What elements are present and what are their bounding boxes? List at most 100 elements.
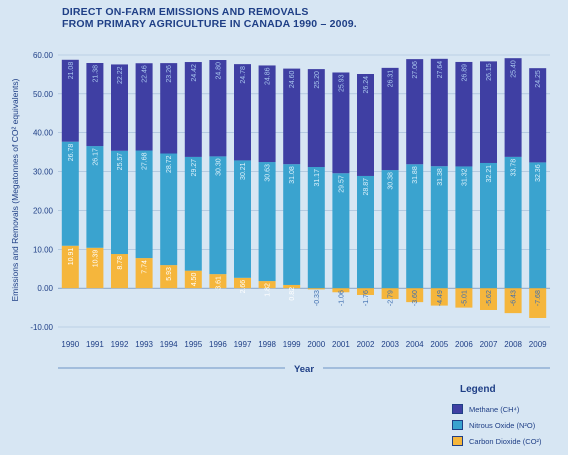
bar-n2o: [86, 146, 104, 248]
data-label-ch4: 26.31: [388, 70, 395, 88]
bar-n2o: [480, 162, 497, 289]
bar-co2: [160, 265, 178, 289]
data-label-ch4: 25.93: [338, 74, 345, 92]
x-axis-ticks: 1990 1991 1992 1993 1994 1995 1996 1997 1998 1999…: [61, 340, 547, 349]
legend-label: Nitrous Oxide (N²O): [469, 420, 536, 430]
data-label-ch4: 24.25: [535, 70, 542, 88]
legend-item: Carbon Dioxide (CO²): [452, 433, 542, 449]
data-label-ch4: 24.86: [265, 67, 272, 85]
data-label-n2o: 32.21: [486, 165, 493, 183]
bar-ch4: [258, 65, 276, 163]
chart-title-line-2: FROM PRIMARY AGRICULTURE IN CANADA 1990 …: [62, 18, 357, 30]
data-label-ch4: 24.78: [240, 66, 247, 84]
data-label-ch4: 27.64: [437, 61, 444, 79]
bar-n2o: [357, 175, 374, 289]
data-label-co2: -0.33: [314, 290, 321, 306]
bar-ch4: [184, 62, 202, 157]
bar-n2o: [283, 164, 301, 285]
x-tick-label: 1991: [86, 340, 104, 349]
y-tick-label: 50.00: [33, 90, 54, 99]
y-tick-label: 60.00: [33, 51, 54, 60]
data-label-co2: -4.49: [437, 290, 444, 306]
data-label-ch4: 26.89: [461, 64, 468, 82]
data-label-ch4: 24.42: [191, 64, 198, 82]
data-label-co2: -5.62: [486, 290, 493, 306]
data-label-n2o: 27.68: [142, 152, 149, 170]
data-label-n2o: 29.57: [338, 175, 345, 193]
bar-n2o: [61, 141, 79, 246]
data-label-ch4: 26.24: [363, 76, 370, 94]
legend-swatch: [452, 420, 463, 430]
x-tick-label: 2001: [332, 340, 350, 349]
chart-title-line-1: DIRECT ON-FARM EMISSIONS AND REMOVALS: [62, 6, 309, 18]
data-label-ch4: 27.06: [412, 61, 419, 79]
bar-n2o: [184, 156, 202, 271]
data-label-n2o: 26.78: [68, 144, 75, 162]
data-label-n2o: 30.21: [240, 162, 247, 180]
bar-ch4: [455, 61, 473, 167]
data-label-ch4: 22.22: [117, 66, 124, 84]
bar-co2: [406, 288, 424, 303]
bar-n2o: [504, 156, 522, 289]
bar-n2o: [135, 150, 153, 259]
bar-n2o: [455, 166, 473, 289]
bar-co2: [111, 254, 128, 289]
bar-co2: [184, 270, 202, 289]
data-label-n2o: 28.87: [363, 178, 370, 196]
data-label-co2: 7.74: [142, 260, 149, 274]
bar-co2: [283, 284, 301, 289]
data-label-ch4: 22.46: [142, 65, 149, 83]
data-label-n2o: 31.08: [289, 166, 296, 184]
data-label-ch4: 25.40: [511, 60, 518, 78]
x-tick-label: 1995: [184, 340, 202, 349]
legend-title: Legend: [460, 384, 496, 395]
bar-co2: [86, 247, 104, 289]
data-label-co2: -5.01: [461, 290, 468, 306]
bar-ch4: [406, 59, 424, 165]
data-label-co2: -1.06: [338, 290, 345, 306]
data-label-ch4: 24.60: [289, 71, 296, 89]
data-label-n2o: 26.17: [92, 148, 99, 166]
y-tick-label: 40.00: [33, 129, 54, 138]
data-label-ch4: 24.80: [215, 62, 222, 80]
bar-co2: [61, 245, 79, 289]
data-label-co2: 4.50: [191, 273, 198, 287]
x-tick-label: 2003: [381, 340, 399, 349]
x-tick-label: 2008: [504, 340, 522, 349]
bar-co2: [430, 288, 448, 306]
bar-ch4: [307, 69, 325, 168]
bar-ch4: [209, 60, 227, 157]
bar-n2o: [430, 166, 448, 289]
y-axis-ticks: -10.00 0.00 10.00 20.00 30.00 40.00 50.00 60.00: [30, 51, 53, 332]
x-tick-label: 2000: [307, 340, 325, 349]
x-tick-label: 2005: [430, 340, 448, 349]
data-label-ch4: 21.38: [92, 65, 99, 83]
bar-co2: [307, 288, 325, 290]
bar-ch4: [61, 59, 79, 142]
data-label-ch4: 26.15: [486, 63, 493, 81]
bar-n2o: [332, 173, 350, 289]
bar-ch4: [135, 63, 153, 151]
bar-ch4: [381, 67, 399, 171]
data-label-co2: -3.60: [412, 290, 419, 306]
gridlines: [58, 54, 550, 328]
bar-n2o: [258, 162, 276, 282]
x-tick-label: 1990: [61, 340, 79, 349]
bar-ch4: [357, 74, 374, 176]
bar-co2: [209, 274, 227, 289]
legend-item: Methane (CH⁴): [452, 401, 542, 417]
bar-ch4: [529, 68, 547, 163]
data-label-co2: 3.61: [215, 276, 222, 290]
bar-ch4: [332, 72, 350, 174]
data-label-n2o: 29.27: [191, 159, 198, 177]
legend: Legend Methane (CH⁴) Nitrous Oxide (N²O) C…: [422, 384, 542, 449]
y-axis-label: Emissions and Removals (Megatonnes of CO…: [10, 78, 20, 301]
data-label-n2o: 31.17: [314, 169, 321, 187]
data-label-co2: 10.39: [92, 250, 99, 268]
data-label-co2: 5.93: [166, 267, 173, 281]
data-label-co2: -6.43: [511, 290, 518, 306]
bar-n2o: [234, 160, 251, 278]
bar-n2o: [160, 153, 178, 266]
data-label-n2o: 28.72: [166, 155, 173, 173]
